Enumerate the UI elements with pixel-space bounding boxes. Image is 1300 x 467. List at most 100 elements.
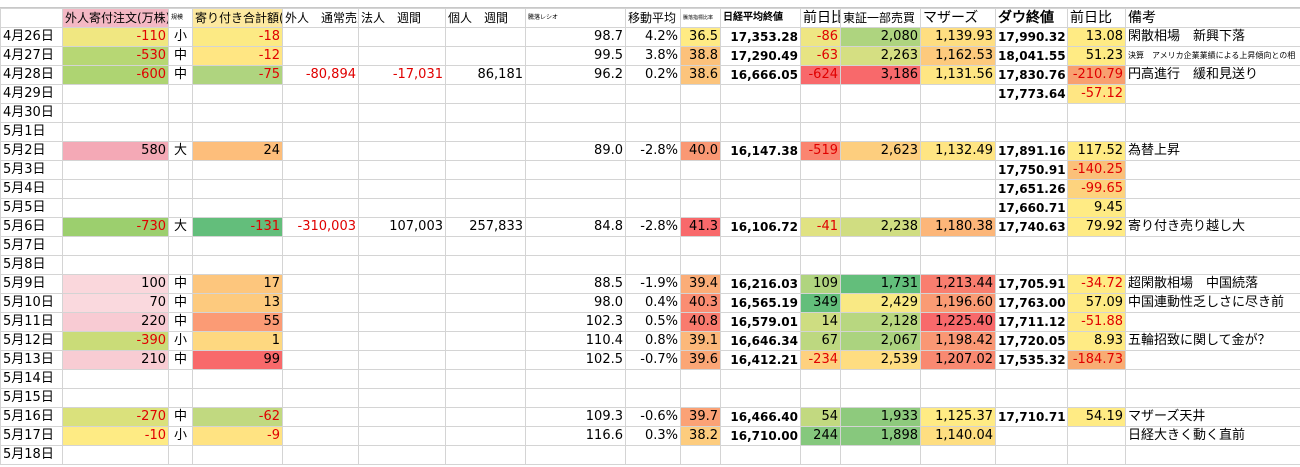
note-cell: 日経大きく動く直前 xyxy=(1125,426,1300,446)
value-cell xyxy=(445,179,526,199)
value-cell xyxy=(1067,236,1126,256)
value-cell xyxy=(445,160,526,180)
value-cell xyxy=(282,141,359,161)
header-cell: 個人 週間 xyxy=(445,8,526,28)
value-cell xyxy=(920,198,996,218)
value-cell xyxy=(282,426,359,446)
value-cell xyxy=(62,445,169,465)
date-cell: 4月28日 xyxy=(0,65,63,85)
data-row: 5月3日 17,750.91 -140.25 xyxy=(0,160,1300,180)
value-cell: 99.5 xyxy=(525,46,626,66)
date-cell: 5月5日 xyxy=(0,198,63,218)
value-cell xyxy=(62,236,169,256)
value-cell xyxy=(445,46,526,66)
value-cell: 349 xyxy=(800,293,841,313)
value-cell: 小 xyxy=(168,331,193,351)
header-cell xyxy=(0,8,63,28)
value-cell: 17,705.91 xyxy=(995,274,1068,294)
value-cell xyxy=(168,255,193,275)
value-cell: 1,180.38 xyxy=(920,217,996,237)
value-cell xyxy=(720,122,801,142)
value-cell xyxy=(720,84,801,104)
value-cell xyxy=(282,445,359,465)
value-cell xyxy=(720,103,801,123)
value-cell xyxy=(625,388,681,408)
date-cell: 5月2日 xyxy=(0,141,63,161)
data-row: 5月11日 220 中 55 102.3 0.5% 40.8 16,579.01 14 2,128… xyxy=(0,312,1300,332)
value-cell: 41.3 xyxy=(680,217,721,237)
value-cell xyxy=(445,236,526,256)
date-cell: 5月15日 xyxy=(0,388,63,408)
value-cell: -57.12 xyxy=(1067,84,1126,104)
value-cell: 1,898 xyxy=(840,426,921,446)
value-cell xyxy=(720,255,801,275)
value-cell xyxy=(358,407,446,427)
value-cell xyxy=(625,369,681,389)
value-cell xyxy=(680,103,721,123)
value-cell: -62 xyxy=(192,407,283,427)
value-cell: 88.5 xyxy=(525,274,626,294)
date-cell: 4月30日 xyxy=(0,103,63,123)
value-cell: 110.4 xyxy=(525,331,626,351)
value-cell xyxy=(62,255,169,275)
value-cell: 17,740.63 xyxy=(995,217,1068,237)
value-cell xyxy=(192,198,283,218)
value-cell xyxy=(995,369,1068,389)
value-cell xyxy=(625,84,681,104)
value-cell: 257,833 xyxy=(445,217,526,237)
value-cell: 2,067 xyxy=(840,331,921,351)
value-cell: 38.8 xyxy=(680,46,721,66)
data-row: 5月18日 xyxy=(0,445,1300,465)
value-cell: -75 xyxy=(192,65,283,85)
value-cell: -41 xyxy=(800,217,841,237)
value-cell xyxy=(282,198,359,218)
date-cell: 4月29日 xyxy=(0,84,63,104)
value-cell: 小 xyxy=(168,426,193,446)
value-cell: 中 xyxy=(168,274,193,294)
value-cell: 17,535.32 xyxy=(995,350,1068,370)
value-cell xyxy=(525,122,626,142)
value-cell xyxy=(680,236,721,256)
value-cell xyxy=(62,122,169,142)
value-cell xyxy=(445,388,526,408)
data-row: 5月2日 580 大 24 89.0 -2.8% 40.0 16,147.38 -519 2,62… xyxy=(0,141,1300,161)
note-cell xyxy=(1125,312,1300,332)
value-cell xyxy=(168,198,193,218)
value-cell: 54.19 xyxy=(1067,407,1126,427)
value-cell: 79.92 xyxy=(1067,217,1126,237)
header-cell: 移動平均 xyxy=(625,8,681,28)
note-cell xyxy=(1125,369,1300,389)
value-cell xyxy=(995,103,1068,123)
value-cell xyxy=(282,103,359,123)
header-cell: 前日比 xyxy=(1067,8,1126,28)
value-cell: 0.2% xyxy=(625,65,681,85)
value-cell: 中 xyxy=(168,293,193,313)
value-cell xyxy=(920,84,996,104)
value-cell: 4.2% xyxy=(625,27,681,47)
value-cell xyxy=(358,84,446,104)
value-cell: 17 xyxy=(192,274,283,294)
value-cell xyxy=(840,103,921,123)
value-cell: -34.72 xyxy=(1067,274,1126,294)
value-cell: 16,466.40 xyxy=(720,407,801,427)
value-cell xyxy=(525,103,626,123)
header-cell: 寄り付き合計額(億) xyxy=(192,8,283,28)
value-cell: 24 xyxy=(192,141,283,161)
value-cell: 17,750.91 xyxy=(995,160,1068,180)
value-cell xyxy=(445,122,526,142)
value-cell xyxy=(282,331,359,351)
value-cell xyxy=(525,160,626,180)
value-cell xyxy=(995,426,1068,446)
note-cell: マザーズ天井 xyxy=(1125,407,1300,427)
value-cell: 2,080 xyxy=(840,27,921,47)
value-cell xyxy=(995,236,1068,256)
value-cell: 54 xyxy=(800,407,841,427)
value-cell: -530 xyxy=(62,46,169,66)
value-cell xyxy=(62,388,169,408)
header-cell: 備考 xyxy=(1125,8,1300,28)
value-cell: 1,125.37 xyxy=(920,407,996,427)
value-cell: 39.6 xyxy=(680,350,721,370)
value-cell: -600 xyxy=(62,65,169,85)
note-cell xyxy=(1125,122,1300,142)
